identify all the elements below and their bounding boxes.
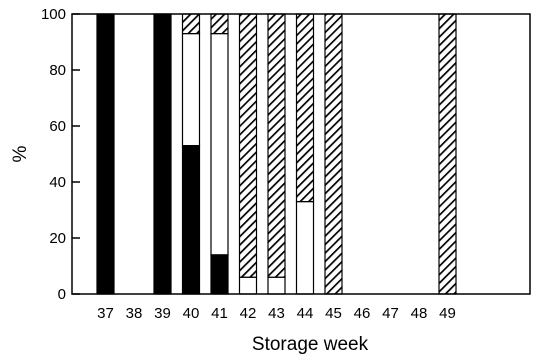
x-tick-label: 39: [154, 305, 171, 322]
bar-segment-solid-week-41: [210, 254, 229, 295]
bar-segment-solid-week-40: [181, 145, 201, 295]
bar-segment-hatched-week-49: [438, 13, 457, 295]
x-tick-label: 47: [382, 305, 399, 322]
bar-segment-hatched-week-41: [210, 13, 229, 35]
x-tick-label: 42: [240, 305, 257, 322]
bar-segment-empty-week-44: [295, 201, 315, 295]
plot-frame: [71, 13, 531, 295]
y-tick-label: 0: [58, 286, 66, 303]
x-tick-label: 37: [97, 305, 114, 322]
bar-segment-hatched-week-45: [324, 13, 343, 295]
y-tick-label: 20: [49, 230, 66, 247]
bar-segment-solid-week-37: [96, 13, 115, 295]
x-tick-label: 45: [325, 305, 342, 322]
bar-segment-hatched-week-43: [267, 13, 286, 278]
bar-segment-empty-week-40: [181, 32, 201, 147]
x-tick-label: 41: [211, 305, 228, 322]
x-tick-label: 44: [297, 305, 314, 322]
x-tick-label: 46: [354, 305, 371, 322]
y-tick-label: 100: [41, 6, 66, 23]
bar-segment-hatched-week-44: [295, 13, 315, 203]
y-tick-label: 40: [49, 174, 66, 191]
bar-segment-empty-week-42: [238, 276, 258, 295]
x-tick-label: 48: [411, 305, 428, 322]
bar-segment-empty-week-41: [210, 32, 229, 256]
y-tick-label: 60: [49, 118, 66, 135]
x-axis: 37 38 39 40 41 42 43 44 45 46 47 48 49: [97, 305, 456, 322]
plot-area: [71, 13, 531, 295]
x-tick-label: 40: [183, 305, 200, 322]
bar-segment-empty-week-43: [267, 276, 286, 295]
y-tick-label: 80: [49, 62, 66, 79]
bar-segment-hatched-week-42: [238, 13, 258, 278]
bar-segment-solid-week-39: [153, 13, 172, 295]
x-tick-label: 38: [126, 305, 143, 322]
x-axis-title: Storage week: [252, 334, 369, 355]
x-tick-label: 43: [268, 305, 285, 322]
bar-segment-hatched-week-40: [181, 13, 201, 35]
x-tick-label: 49: [439, 305, 456, 322]
y-axis-title: %: [10, 145, 31, 162]
y-axis: 0 20 40 60 80 100: [41, 6, 80, 303]
